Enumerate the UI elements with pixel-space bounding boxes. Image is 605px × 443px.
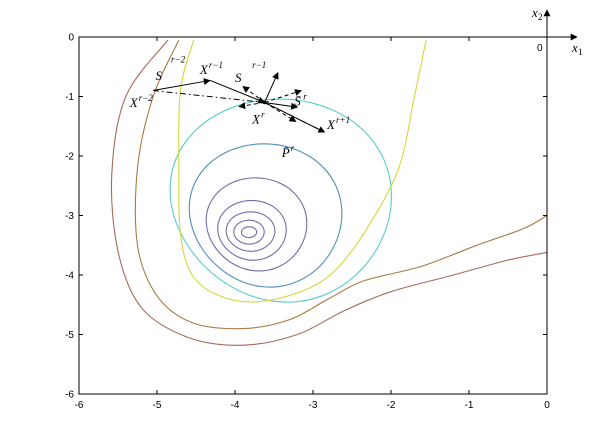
vector-1	[209, 79, 266, 104]
y-tick-label: -1	[65, 92, 74, 103]
vector-9	[242, 85, 265, 103]
vector-10	[238, 101, 265, 110]
x-tick-label: -5	[153, 400, 162, 411]
P-bar-r-superscript: r	[291, 143, 295, 153]
X-r-plus-1-label: X	[326, 117, 336, 132]
contour-lines	[110, 39, 548, 346]
open-contour-1	[134, 39, 548, 330]
x-tick-label: 0	[544, 400, 550, 411]
y-tick-label: 0	[68, 33, 74, 44]
S-r-minus-2-label: S	[155, 68, 162, 83]
y-tick-label: -4	[65, 271, 74, 282]
contour-line-3	[217, 199, 287, 261]
contour-line-5	[188, 143, 343, 288]
P-bar-r-label: P̄	[281, 145, 290, 160]
contour-line-4	[205, 177, 308, 272]
x-tick-label: -3	[309, 400, 318, 411]
vector-0	[153, 78, 211, 92]
X-r-minus-1-label: X	[199, 62, 209, 77]
X-r-plus-1-superscript: r+1	[336, 115, 350, 125]
x-tick-label: -4	[231, 400, 240, 411]
inset-y-label: x	[531, 5, 538, 20]
plot-background	[79, 37, 547, 394]
inset-x-label: x	[571, 40, 578, 55]
X-r-minus-2-label: X	[129, 95, 139, 110]
X-r-label: X	[251, 111, 261, 126]
S-r-minus-1-label: S	[235, 70, 242, 85]
contour-line-2	[225, 211, 276, 252]
current-point-marker	[262, 100, 267, 105]
contour-line-1	[233, 219, 265, 245]
vector-8	[264, 102, 297, 122]
x-tick-label: -1	[465, 400, 474, 411]
X-r-minus-2-superscript: r−2	[139, 93, 154, 103]
vector-2	[153, 90, 265, 103]
vector-5	[264, 72, 279, 103]
inset-x-subscript: 1	[578, 47, 583, 57]
inset-axes: x 1x 20	[531, 5, 583, 57]
y-tick-label: -5	[65, 330, 74, 341]
X-r-minus-1-superscript: r−1	[209, 60, 223, 70]
axis-ticks: -6 -5 -4 -3 -2 -1 0 0 -1 -2 -3 -4 -5 -6	[65, 33, 550, 412]
contour-line-6	[169, 98, 392, 303]
open-contour-2	[110, 39, 548, 346]
S-r-minus-2-superscript: r−2	[171, 55, 186, 65]
contour-line-0	[240, 226, 258, 239]
y-tick-label: -3	[65, 211, 74, 222]
inset-origin-label: 0	[537, 43, 543, 54]
S-r-minus-1-superscript: r−1	[252, 60, 266, 70]
x-tick-label: -2	[387, 400, 396, 411]
y-tick-label: -2	[65, 152, 74, 163]
vector-7	[264, 101, 299, 110]
S-bar-r-superscript: r	[303, 91, 307, 101]
inset-y-subscript: 2	[538, 12, 543, 22]
search-vectors	[153, 72, 326, 133]
S-bar-r-label: S̄	[294, 93, 301, 108]
y-tick-label: -6	[65, 390, 74, 401]
x-tick-label: -6	[75, 400, 84, 411]
open-contour-0	[178, 39, 427, 303]
X-r-superscript: r	[261, 109, 265, 119]
